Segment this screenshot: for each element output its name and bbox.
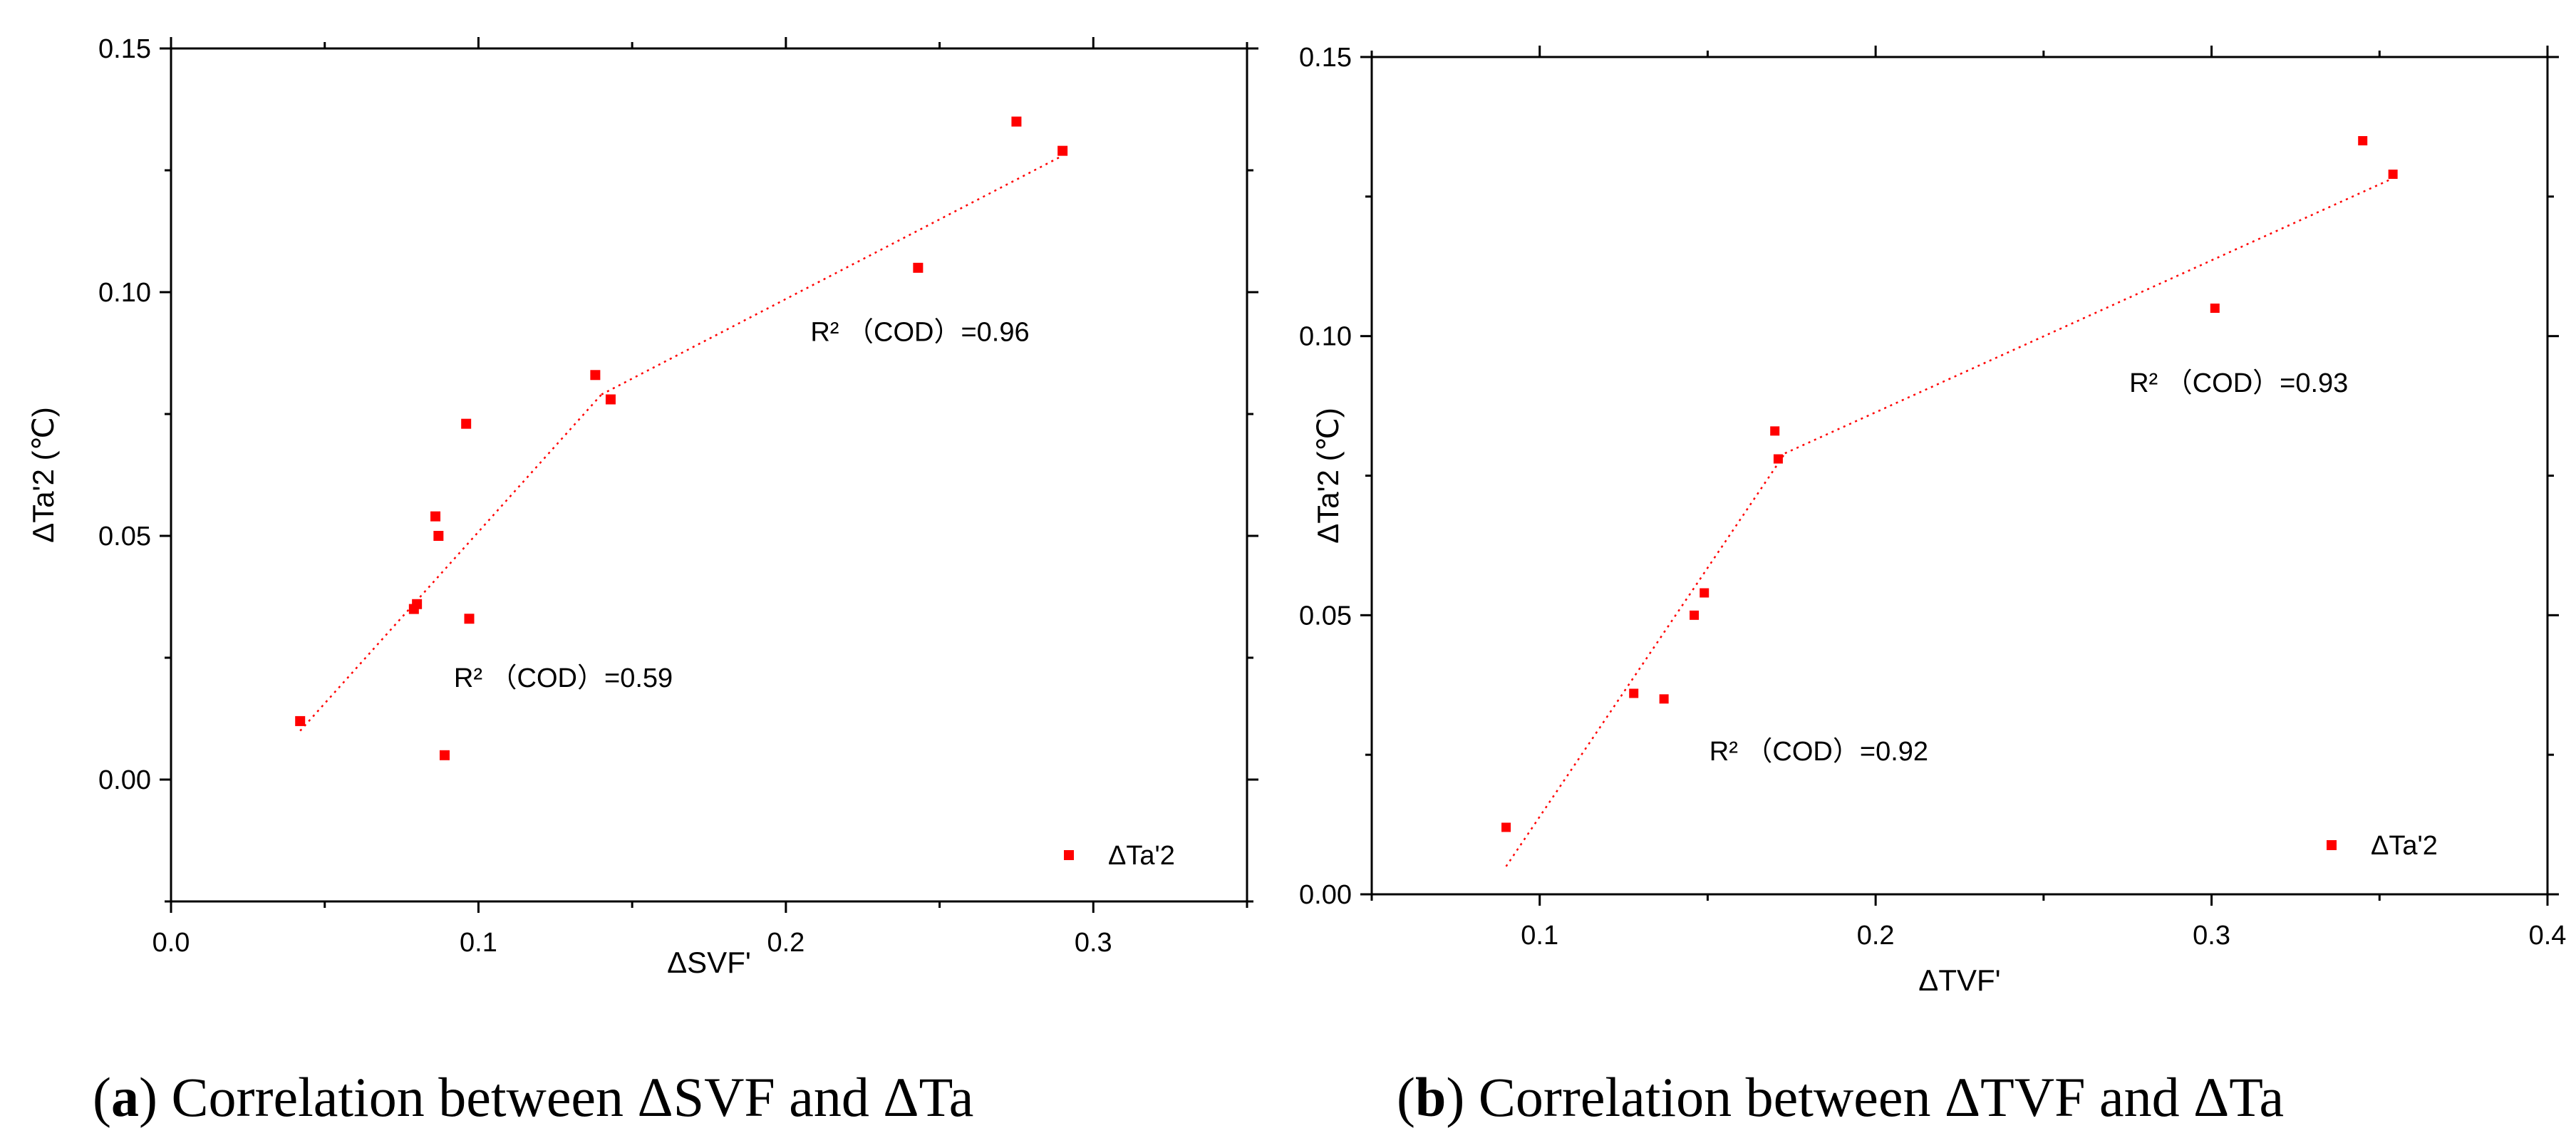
chart-a-fit-line-1 [299, 393, 602, 732]
chart-a: 0.0 0.1 0.2 0.3 0.00 0.05 0.10 0.15 ΔSVF' ΔTa'2 (… [26, 34, 1258, 979]
chart-b-ytick-label: 0.00 [1299, 880, 1352, 910]
chart-b-fit-line-1 [1505, 453, 1786, 867]
chart-b-r2-annotation-2: R² （COD）=0.93 [2129, 368, 2348, 398]
chart-a-fit-line-2 [601, 155, 1063, 395]
chart-a-ytick-label: 0.15 [98, 34, 151, 64]
caption-b: (b) Correlation between ΔTVF and ΔTa [1397, 1066, 2285, 1128]
chart-a-xtick-label: 0.2 [767, 928, 805, 958]
chart-a-legend-label: ΔTa'2 [1108, 841, 1175, 871]
chart-b-data-point [1690, 610, 1700, 620]
chart-b-ytick-label: 0.15 [1299, 43, 1352, 73]
chart-a-x-axis-title: ΔSVF' [667, 946, 751, 979]
chart-panel-b: 0.1 0.2 0.3 0.4 0.00 0.05 0.10 0.15 ΔTVF' ΔTa'2 (… [1283, 0, 2576, 1148]
chart-b-data-point [2358, 136, 2368, 145]
caption-a-letter: a [110, 1066, 139, 1128]
chart-b-data-point [1659, 694, 1669, 704]
chart-a-xtick-label: 0.1 [460, 928, 497, 958]
chart-b-data-point [2210, 304, 2220, 313]
chart-b-data-point [1773, 454, 1783, 464]
caption-a-text: Correlation between ΔSVF and ΔTa [171, 1066, 974, 1128]
chart-a-data-point [464, 614, 475, 624]
chart-a-data-point [590, 370, 601, 381]
caption-b-text: Correlation between ΔTVF and ΔTa [1478, 1066, 2285, 1128]
chart-a-xtick-label: 0.3 [1075, 928, 1112, 958]
chart-a-plot-frame [170, 47, 1248, 903]
chart-b: 0.1 0.2 0.3 0.4 0.00 0.05 0.10 0.15 ΔTVF' ΔTa'2 (… [1299, 43, 2567, 997]
chart-a-y-axis-title: ΔTa'2 (℃) [26, 407, 60, 543]
chart-a-data-point [605, 394, 616, 405]
chart-b-legend-label: ΔTa'2 [2371, 831, 2438, 861]
chart-b-xtick-label: 0.4 [2529, 921, 2567, 951]
chart-a-data-point [913, 262, 924, 273]
caption-a: (a) Correlation between ΔSVF and ΔTa [93, 1066, 974, 1128]
chart-b-data-point [1770, 426, 1780, 436]
chart-b-data-point [1501, 822, 1511, 832]
chart-b-ytick-label: 0.10 [1299, 322, 1352, 352]
chart-a-data-point [412, 599, 423, 609]
chart-a-data-point [439, 750, 450, 760]
chart-b-r2-annotation-1: R² （COD）=0.92 [1709, 737, 1928, 767]
chart-a-ytick-label: 0.00 [98, 765, 151, 795]
chart-a-legend-marker [1064, 850, 1074, 860]
chart-panel-a: 0.0 0.1 0.2 0.3 0.00 0.05 0.10 0.15 ΔSVF' ΔTa'2 (… [0, 0, 1283, 1148]
chart-b-data-point [2388, 170, 2398, 179]
chart-a-data-point [430, 511, 441, 522]
chart-a-xtick-label: 0.0 [152, 928, 190, 958]
chart-b-y-axis-title: ΔTa'2 (℃) [1311, 408, 1345, 544]
chart-a-data-point [461, 418, 472, 429]
chart-a-data-point [1011, 116, 1022, 127]
caption-b-letter: b [1414, 1066, 1447, 1128]
chart-b-xtick-label: 0.1 [1521, 921, 1558, 951]
chart-a-ytick-label: 0.05 [98, 522, 151, 552]
chart-b-ytick-label: 0.05 [1299, 601, 1352, 631]
chart-b-fit-line-2 [1784, 179, 2390, 455]
chart-a-data-point [295, 715, 306, 726]
chart-b-xtick-label: 0.3 [2193, 921, 2230, 951]
chart-a-r2-annotation-2: R² （COD）=0.96 [810, 317, 1029, 347]
chart-a-data-point [1057, 145, 1068, 156]
chart-b-xtick-label: 0.2 [1857, 921, 1895, 951]
chart-b-data-point [1700, 588, 1709, 598]
chart-b-plot-frame [1370, 56, 2549, 896]
chart-a-r2-annotation-1: R² （COD）=0.59 [454, 663, 673, 693]
chart-b-legend-marker [2327, 840, 2337, 850]
chart-b-data-point [1629, 688, 1639, 698]
chart-b-x-axis-title: ΔTVF' [1918, 963, 2000, 997]
chart-a-data-point [433, 531, 444, 541]
chart-a-ytick-label: 0.10 [98, 278, 151, 308]
